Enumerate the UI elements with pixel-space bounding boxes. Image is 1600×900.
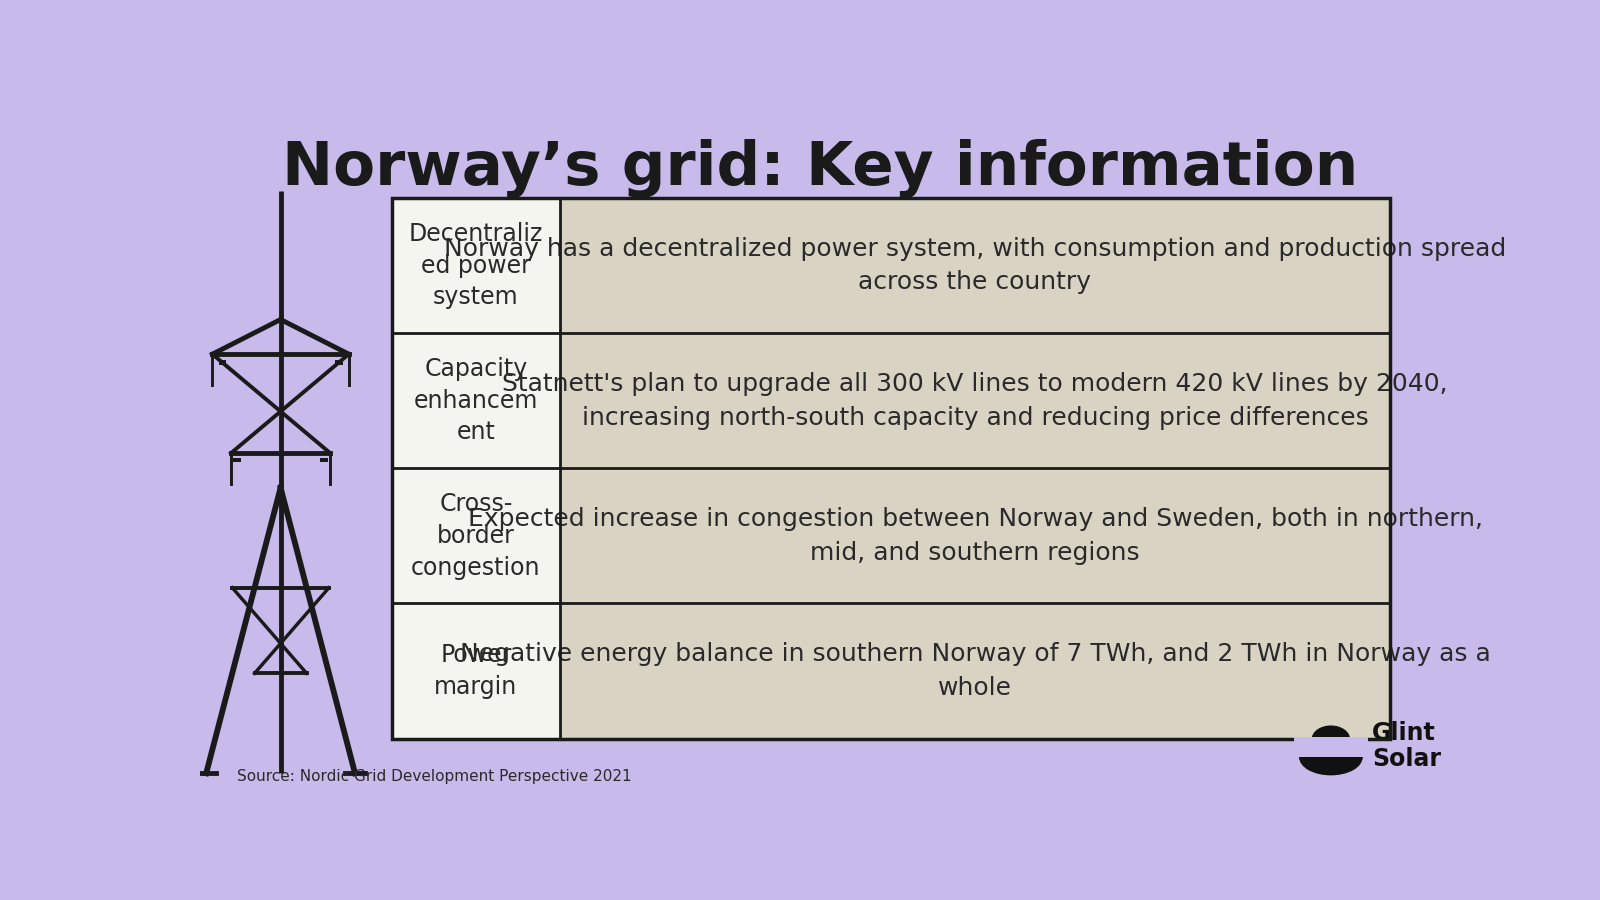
Text: Expected increase in congestion between Norway and Sweden, both in northern,
mid: Expected increase in congestion between … [467, 508, 1483, 564]
Bar [219, 360, 226, 364]
Ellipse shape [1312, 726, 1349, 752]
Bar [334, 360, 342, 364]
Bar [392, 604, 560, 739]
Wedge shape [1299, 757, 1362, 775]
Bar [392, 198, 1390, 739]
Text: Capacity
enhancem
ent: Capacity enhancem ent [414, 357, 538, 445]
Bar [1294, 736, 1368, 757]
Bar [392, 468, 560, 604]
Bar [234, 458, 242, 462]
Text: Power
margin: Power margin [434, 644, 517, 699]
Text: Norway’s grid: Key information: Norway’s grid: Key information [282, 140, 1358, 198]
Text: Statnett's plan to upgrade all 300 kV lines to modern 420 kV lines by 2040,
incr: Statnett's plan to upgrade all 300 kV li… [502, 372, 1448, 429]
Bar [392, 198, 1390, 739]
Text: Norway has a decentralized power system, with consumption and production spread
: Norway has a decentralized power system,… [443, 237, 1506, 294]
Ellipse shape [1299, 745, 1362, 770]
Bar [392, 333, 560, 468]
Text: Negative energy balance in southern Norway of 7 TWh, and 2 TWh in Norway as a
wh: Negative energy balance in southern Norw… [459, 643, 1490, 700]
Text: Decentraliz
ed power
system: Decentraliz ed power system [408, 222, 542, 310]
Bar [392, 198, 560, 333]
Text: Cross-
border
congestion: Cross- border congestion [411, 492, 541, 580]
Text: Source: Nordic Grid Development Perspective 2021: Source: Nordic Grid Development Perspect… [237, 769, 632, 784]
Bar [320, 458, 328, 462]
Text: Glint
Solar: Glint Solar [1371, 721, 1442, 770]
